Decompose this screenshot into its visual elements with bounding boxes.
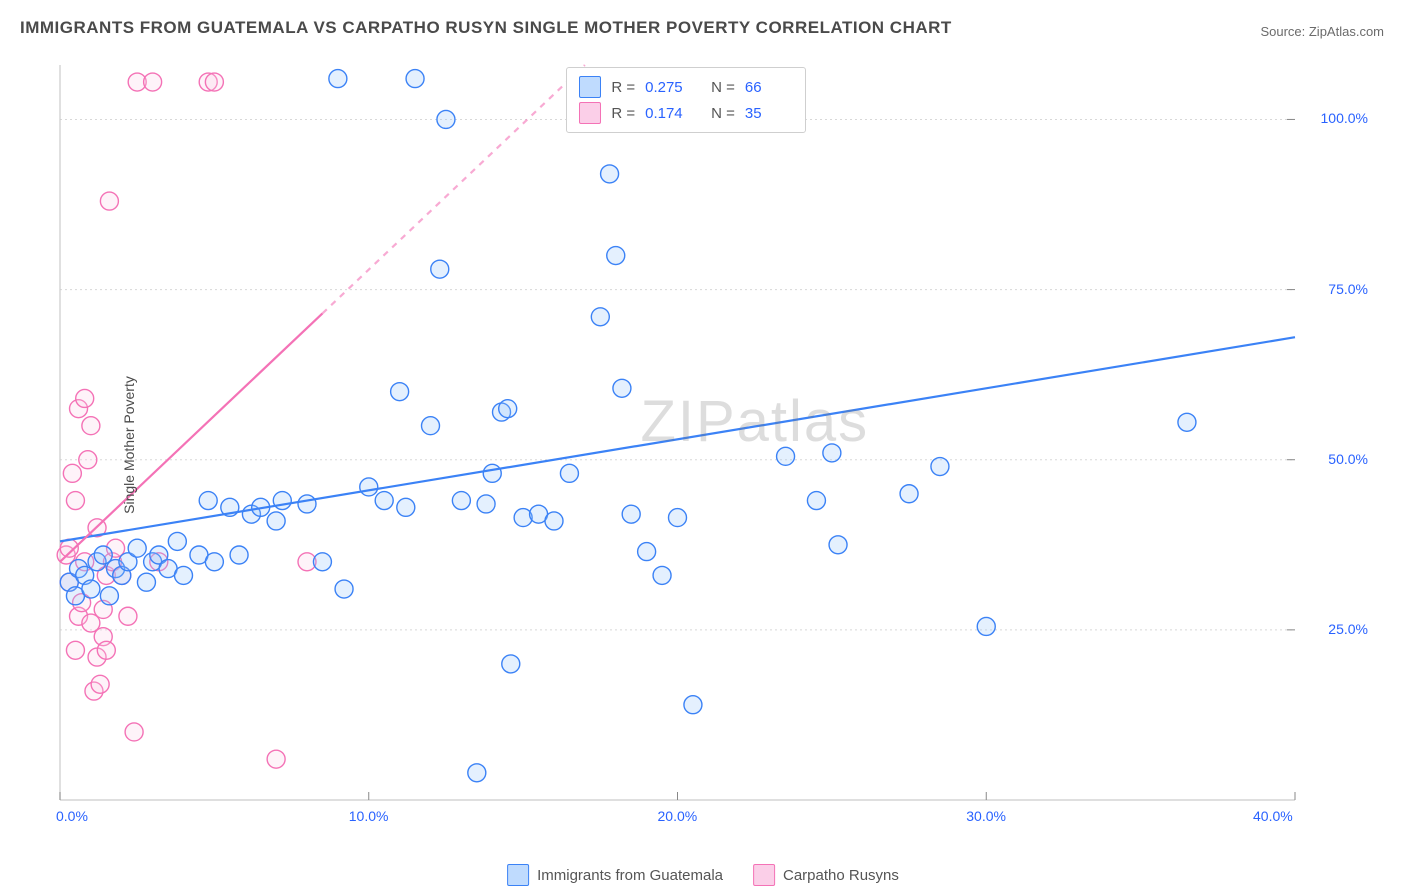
legend-swatch (753, 864, 775, 886)
legend-label: Immigrants from Guatemala (537, 867, 723, 884)
legend-label: Carpatho Rusyns (783, 867, 899, 884)
legend-row: R = 0.275 N = 66 (579, 74, 793, 100)
n-value: 35 (745, 105, 793, 122)
r-value: 0.275 (645, 79, 693, 96)
legend-swatch (579, 76, 601, 98)
scatter-chart (50, 60, 1370, 830)
y-tick-label: 100.0% (1321, 110, 1368, 126)
y-axis-label: Single Mother Poverty (121, 376, 137, 514)
r-label: R = (611, 79, 635, 96)
chart-title: IMMIGRANTS FROM GUATEMALA VS CARPATHO RU… (20, 18, 952, 38)
x-tick-label: 40.0% (1253, 808, 1293, 824)
n-value: 66 (745, 79, 793, 96)
r-value: 0.174 (645, 105, 693, 122)
legend-item: Immigrants from Guatemala (507, 864, 723, 886)
x-tick-label: 30.0% (966, 808, 1006, 824)
source-label: Source: ZipAtlas.com (1260, 24, 1384, 39)
n-label: N = (711, 105, 735, 122)
legend-row: R = 0.174 N = 35 (579, 100, 793, 126)
legend-swatch (507, 864, 529, 886)
legend-swatch (579, 102, 601, 124)
x-tick-label: 20.0% (658, 808, 698, 824)
x-tick-label: 0.0% (56, 808, 88, 824)
series-legend: Immigrants from Guatemala Carpatho Rusyns (507, 864, 899, 886)
correlation-legend: R = 0.275 N = 66 R = 0.174 N = 35 (566, 67, 806, 133)
legend-item: Carpatho Rusyns (753, 864, 899, 886)
y-tick-label: 50.0% (1328, 451, 1368, 467)
y-tick-label: 75.0% (1328, 281, 1368, 297)
plot-area: Single Mother Poverty ZIPatlas R =0.275N… (50, 60, 1370, 830)
y-tick-label: 25.0% (1328, 621, 1368, 637)
n-label: N = (711, 79, 735, 96)
x-tick-label: 10.0% (349, 808, 389, 824)
r-label: R = (611, 105, 635, 122)
